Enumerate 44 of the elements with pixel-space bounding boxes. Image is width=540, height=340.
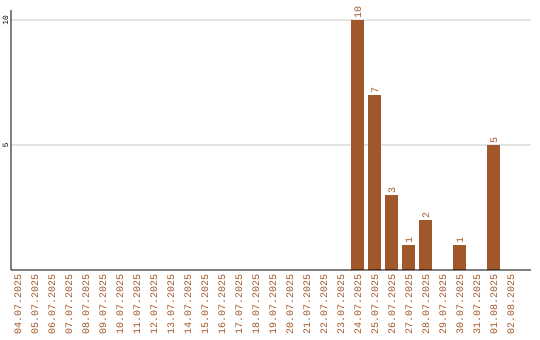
- x-tick-label: 20.07.2025: [286, 274, 297, 334]
- data-label: 10: [354, 6, 365, 18]
- bar: [419, 220, 432, 270]
- data-label: 5: [490, 136, 501, 143]
- data-label: 2: [422, 212, 433, 218]
- x-tick-label: 17.07.2025: [235, 274, 246, 334]
- data-label: 3: [388, 186, 399, 193]
- x-tick-label: 21.07.2025: [303, 274, 314, 334]
- x-tick-label: 01.08.2025: [490, 274, 501, 334]
- x-tick-label: 08.07.2025: [82, 274, 93, 334]
- x-tick-label: 26.07.2025: [388, 274, 399, 334]
- x-tick-label: 11.07.2025: [133, 274, 144, 334]
- x-tick-label: 25.07.2025: [371, 274, 382, 334]
- x-tick-label: 04.07.2025: [14, 274, 25, 334]
- x-tick-label: 23.07.2025: [337, 274, 348, 334]
- x-tick-label: 06.07.2025: [48, 274, 59, 334]
- x-tick-label: 07.07.2025: [65, 274, 76, 334]
- bar: [453, 245, 466, 270]
- x-tick-label: 19.07.2025: [269, 274, 280, 334]
- x-tick-label: 13.07.2025: [167, 274, 178, 334]
- data-label: 1: [405, 236, 416, 243]
- x-tick-label: 22.07.2025: [320, 274, 331, 334]
- x-tick-label: 16.07.2025: [218, 274, 229, 334]
- x-tick-label: 24.07.2025: [354, 274, 365, 334]
- bar: [368, 95, 381, 270]
- x-tick-label: 31.07.2025: [473, 274, 484, 334]
- x-tick-label: 27.07.2025: [405, 274, 416, 334]
- data-label: 1: [456, 236, 467, 243]
- x-tick-label: 09.07.2025: [99, 274, 110, 334]
- x-tick-label: 10.07.2025: [116, 274, 127, 334]
- x-tick-label: 02.08.2025: [507, 274, 518, 334]
- x-tick-label: 14.07.2025: [184, 274, 195, 334]
- x-tick-label: 30.07.2025: [456, 274, 467, 334]
- x-tick-label: 12.07.2025: [150, 274, 161, 334]
- x-tick-label: 28.07.2025: [422, 274, 433, 334]
- x-tick-label: 18.07.2025: [252, 274, 263, 334]
- bar: [487, 145, 500, 270]
- data-label: 7: [371, 86, 382, 93]
- bar: [351, 20, 364, 270]
- bar: [385, 195, 398, 270]
- x-tick-label: 05.07.2025: [31, 274, 42, 334]
- x-tick-label: 29.07.2025: [439, 274, 450, 334]
- bar: [402, 245, 415, 270]
- x-tick-label: 15.07.2025: [201, 274, 212, 334]
